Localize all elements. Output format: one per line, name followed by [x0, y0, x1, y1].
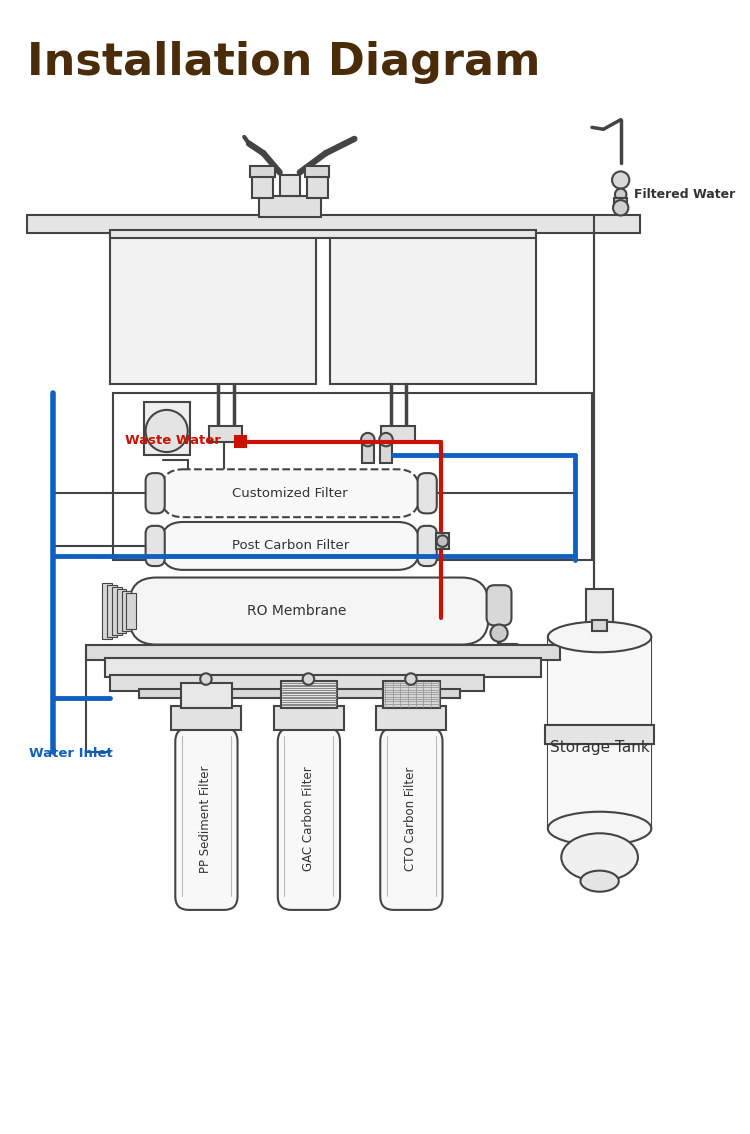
FancyBboxPatch shape: [146, 526, 165, 566]
Bar: [172, 705, 242, 730]
Circle shape: [436, 535, 448, 547]
Bar: [181, 683, 232, 708]
Bar: [86, 644, 560, 660]
Text: RO Membrane: RO Membrane: [248, 604, 346, 618]
Ellipse shape: [580, 871, 619, 891]
Bar: [545, 725, 654, 744]
Bar: [110, 232, 316, 384]
Ellipse shape: [548, 621, 651, 652]
Bar: [112, 587, 122, 635]
Circle shape: [613, 200, 628, 215]
Bar: [331, 232, 536, 384]
FancyBboxPatch shape: [487, 585, 512, 626]
Circle shape: [405, 674, 417, 685]
Circle shape: [612, 171, 629, 188]
FancyBboxPatch shape: [278, 728, 340, 909]
Bar: [103, 583, 112, 638]
Text: Filtered Water: Filtered Water: [634, 188, 735, 201]
Circle shape: [380, 433, 393, 447]
Ellipse shape: [548, 812, 651, 845]
Bar: [252, 176, 273, 198]
Bar: [304, 166, 329, 177]
Bar: [250, 166, 275, 177]
FancyBboxPatch shape: [418, 473, 436, 514]
Ellipse shape: [561, 833, 638, 881]
Text: Waste Water: Waste Water: [124, 434, 220, 447]
Bar: [122, 591, 131, 632]
Text: Post Carbon Filter: Post Carbon Filter: [232, 540, 349, 552]
Text: PP Sediment Filter: PP Sediment Filter: [200, 765, 212, 873]
Bar: [380, 441, 392, 463]
Bar: [592, 619, 608, 632]
Bar: [127, 593, 136, 629]
Bar: [307, 176, 328, 198]
Circle shape: [490, 625, 508, 642]
Bar: [586, 589, 613, 623]
Bar: [235, 435, 246, 447]
Bar: [280, 682, 338, 708]
Text: Storage Tank: Storage Tank: [550, 739, 650, 754]
FancyBboxPatch shape: [146, 473, 165, 514]
Text: Installation Diagram: Installation Diagram: [27, 41, 540, 84]
Bar: [110, 230, 536, 237]
Bar: [209, 426, 242, 441]
Bar: [436, 533, 449, 549]
Bar: [274, 705, 344, 730]
Circle shape: [200, 674, 211, 685]
Bar: [117, 589, 127, 633]
Bar: [107, 585, 117, 637]
FancyBboxPatch shape: [129, 577, 488, 644]
Text: Customized Filter: Customized Filter: [232, 486, 348, 500]
Circle shape: [303, 674, 314, 685]
Circle shape: [615, 188, 626, 200]
FancyBboxPatch shape: [176, 728, 238, 909]
Text: CTO Carbon Filter: CTO Carbon Filter: [404, 767, 418, 871]
Bar: [381, 426, 415, 441]
Bar: [144, 403, 190, 455]
FancyBboxPatch shape: [418, 526, 436, 566]
Bar: [383, 682, 439, 708]
Bar: [139, 688, 460, 699]
Bar: [110, 675, 484, 691]
Bar: [259, 196, 321, 218]
Circle shape: [146, 409, 188, 452]
Circle shape: [361, 433, 374, 447]
Bar: [280, 176, 300, 196]
Text: GAC Carbon Filter: GAC Carbon Filter: [302, 767, 315, 871]
Bar: [614, 198, 628, 208]
Text: Water Inlet: Water Inlet: [28, 747, 112, 760]
FancyBboxPatch shape: [161, 522, 419, 570]
FancyBboxPatch shape: [380, 728, 442, 909]
Bar: [362, 441, 374, 463]
FancyBboxPatch shape: [161, 469, 419, 517]
Bar: [27, 215, 640, 232]
Bar: [105, 658, 542, 677]
Bar: [376, 705, 446, 730]
Bar: [548, 637, 651, 829]
Bar: [113, 392, 592, 560]
